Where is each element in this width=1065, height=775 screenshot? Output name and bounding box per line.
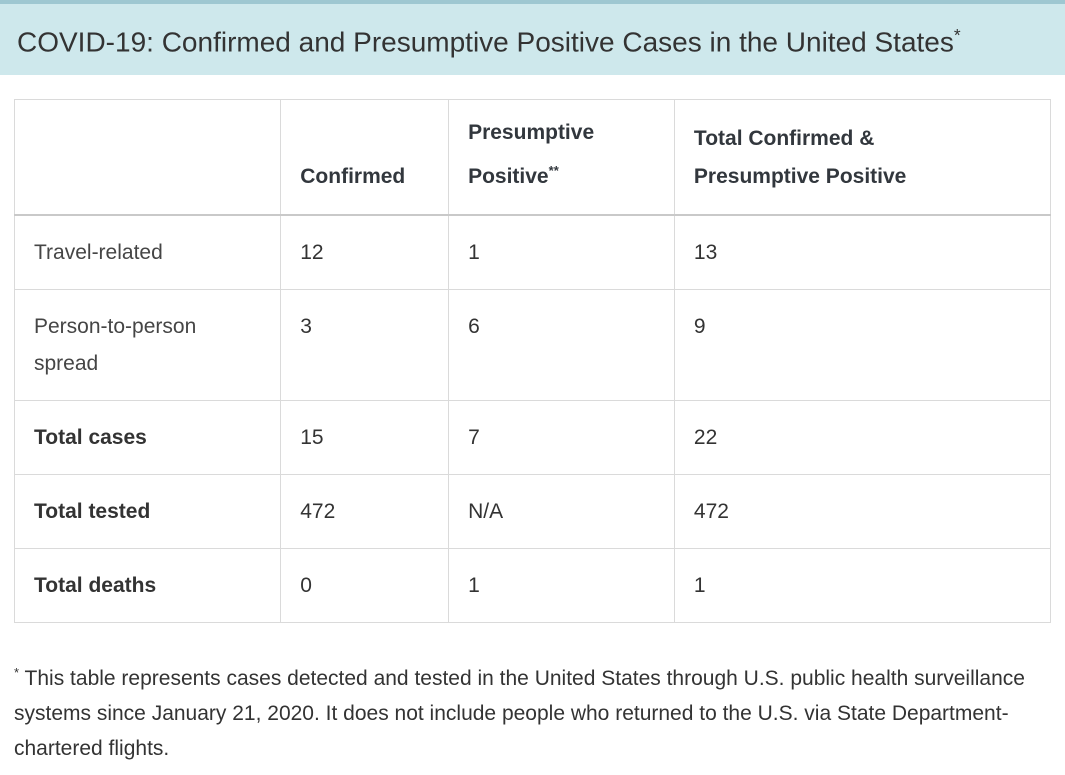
page-title: COVID-19: Confirmed and Presumptive Posi…: [17, 17, 967, 60]
title-asterisk-superscript: *: [953, 25, 961, 45]
footnote-text: This table represents cases detected and…: [14, 667, 1025, 761]
table-row-travel-related: Travel-related 12 1 13: [13, 214, 1052, 291]
total-value: 9: [673, 289, 1052, 402]
cases-table-container: Confirmed Presumptive Positive** Total C…: [13, 99, 1052, 624]
presumptive-value: 1: [448, 214, 675, 291]
presumptive-value: 1: [448, 548, 675, 624]
card-header-banner: COVID-19: Confirmed and Presumptive Posi…: [0, 0, 1065, 76]
total-value: 13: [673, 214, 1052, 291]
table-row-total-tested: Total tested 472 N/A 472: [13, 474, 1052, 550]
total-value: 22: [673, 400, 1052, 476]
confirmed-value: 15: [280, 400, 450, 476]
table-row-person-to-person: Person-to-person spread 3 6 9: [13, 289, 1052, 402]
header-confirmed: Confirmed: [280, 99, 450, 217]
table-footnote: * This table represents cases detected a…: [14, 655, 1051, 766]
total-value: 1: [673, 548, 1052, 624]
presumptive-value: 7: [448, 400, 675, 476]
row-label: Person-to-person spread: [13, 289, 282, 402]
presumptive-value: 6: [448, 289, 675, 402]
page-title-text: COVID-19: Confirmed and Presumptive Posi…: [17, 26, 954, 58]
row-label: Total tested: [13, 474, 282, 550]
confirmed-value: 0: [280, 548, 450, 624]
table-row-total-deaths: Total deaths 0 1 1: [13, 548, 1052, 624]
presumptive-value: N/A: [448, 474, 675, 550]
row-label: Travel-related: [13, 214, 282, 291]
double-asterisk-superscript: **: [548, 163, 559, 179]
header-empty-cell: [13, 99, 282, 217]
confirmed-value: 12: [280, 214, 450, 291]
cases-table: Confirmed Presumptive Positive** Total C…: [13, 99, 1052, 624]
table-row-total-cases: Total cases 15 7 22: [13, 400, 1052, 476]
confirmed-value: 472: [280, 474, 450, 550]
row-label: Total deaths: [13, 548, 282, 624]
table-header-row: Confirmed Presumptive Positive** Total C…: [13, 99, 1052, 217]
footnote-asterisk-superscript: *: [14, 665, 20, 681]
confirmed-value: 3: [280, 289, 450, 402]
total-value: 472: [673, 474, 1052, 550]
header-presumptive-positive: Presumptive Positive**: [448, 99, 675, 217]
header-total-confirmed-presumptive: Total Confirmed & Presumptive Positive: [673, 99, 1052, 217]
row-label: Total cases: [13, 400, 282, 476]
